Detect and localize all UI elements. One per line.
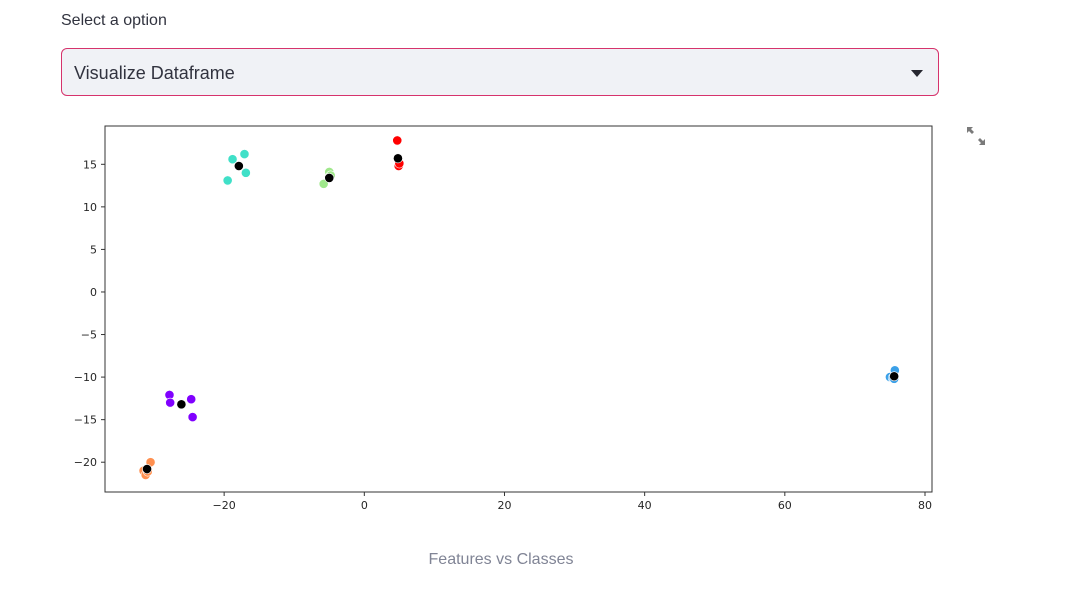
x-tick-label: 60	[778, 499, 792, 512]
y-tick-label: 5	[90, 243, 97, 256]
y-tick-label: −5	[81, 329, 97, 342]
select-value: Visualize Dataframe	[74, 63, 235, 83]
scatter-point	[392, 135, 403, 146]
x-tick-label: −20	[213, 499, 236, 512]
y-tick-label: 15	[83, 158, 97, 171]
y-tick-label: 0	[90, 286, 97, 299]
option-select[interactable]: Visualize Dataframe	[61, 48, 939, 96]
scatter-chart: −20 0 20 40 60 80 −20 −15 −10 −5 0 5 10 15	[61, 112, 941, 512]
fullscreen-expand-icon[interactable]	[964, 124, 988, 148]
scatter-point	[239, 149, 250, 159]
y-tick-label: −10	[74, 371, 97, 384]
plot-frame	[104, 125, 933, 493]
select-label: Select a option	[61, 12, 167, 29]
y-tick-label: −20	[74, 456, 97, 469]
scatter-point	[222, 175, 233, 186]
scatter-point	[233, 161, 244, 171]
scatter-point	[393, 153, 403, 164]
scatter-point	[889, 371, 900, 382]
scatter-point	[240, 167, 251, 178]
scatter-point	[165, 397, 176, 408]
y-tick-label: 10	[83, 201, 97, 214]
scatter-point	[142, 464, 152, 474]
y-tick-label: −15	[74, 414, 97, 427]
scatter-point	[176, 399, 187, 410]
chevron-down-icon[interactable]	[911, 70, 923, 77]
chart-svg: −20 0 20 40 60 80 −20 −15 −10 −5 0 5 10 15	[74, 125, 933, 512]
x-tick-label: 80	[918, 499, 932, 512]
scatter-point	[318, 178, 329, 189]
scatter-point	[187, 412, 198, 422]
x-tick-label: 40	[638, 499, 652, 512]
scatter-point	[186, 394, 197, 405]
scatter-point	[324, 173, 335, 183]
chart-caption: Features vs Classes	[428, 551, 574, 568]
scatter-point	[227, 154, 238, 165]
x-tick-label: 0	[361, 499, 368, 512]
x-tick-label: 20	[497, 499, 511, 512]
